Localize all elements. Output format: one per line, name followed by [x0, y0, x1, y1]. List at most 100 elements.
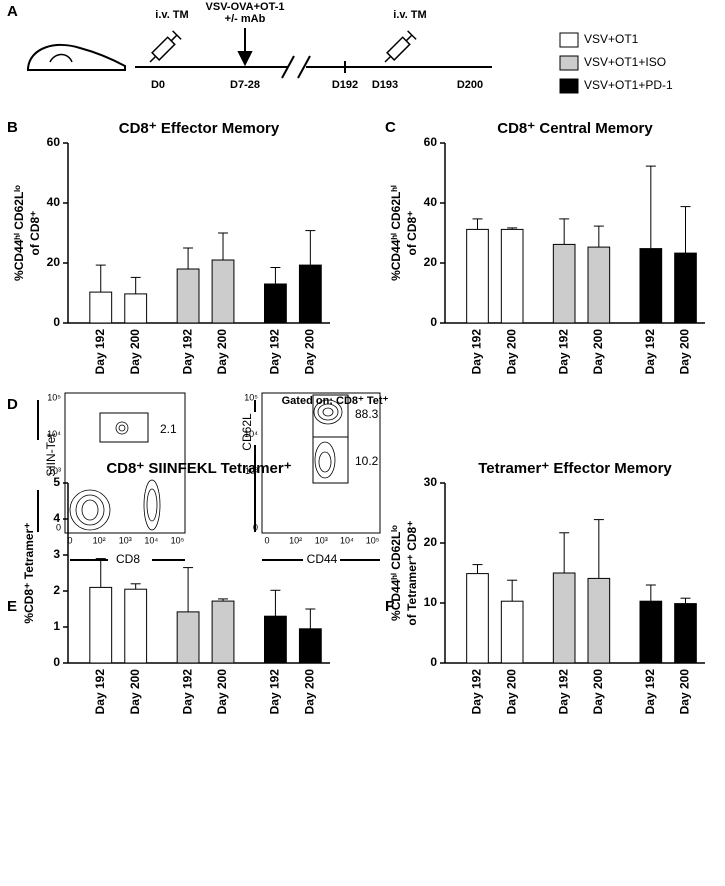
bar — [89, 291, 113, 324]
flow-tick-label: 10³ — [119, 535, 132, 545]
gate-value: 88.3 — [355, 407, 379, 421]
y-tick-label: 0 — [430, 315, 437, 329]
bar — [264, 615, 287, 664]
flow-axis-label: CD44 — [307, 552, 338, 566]
bar — [89, 586, 113, 664]
x-tick-label: Day 200 — [128, 329, 142, 375]
syringe-icon — [384, 30, 417, 63]
y-axis-label: %CD44ʰⁱ CD62Lˡᵒ — [12, 185, 26, 281]
bar-chart: Tetramer⁺ Effector Memory %CD44ʰⁱ CD62Lˡᵒ… — [389, 460, 705, 714]
flow-tick-label: 10⁴ — [340, 535, 354, 545]
panel-label: C — [385, 119, 396, 136]
flow-plots — [37, 392, 381, 561]
x-tick-label: Day 192 — [268, 329, 282, 375]
bar-chart: CD8⁺ SIINFEKL Tetramer⁺ %CD8⁺ Tetramer⁺ 0 1… — [22, 460, 330, 714]
timeline-day: D0 — [151, 79, 165, 91]
bar — [674, 603, 697, 664]
y-axis-label: %CD8⁺ Tetramer⁺ — [22, 522, 36, 623]
x-tick-label: Day 200 — [215, 669, 229, 715]
flow-axis-label: SIIN-Tet — [44, 433, 58, 477]
bar — [552, 243, 576, 324]
bar — [124, 588, 148, 664]
x-tick-label: Day 200 — [504, 669, 518, 715]
y-axis-label: of CD8⁺ — [405, 211, 419, 256]
x-tick-label: Day 192 — [268, 669, 282, 715]
bar — [124, 293, 148, 324]
x-tick-label: Day 200 — [678, 669, 692, 715]
y-tick-label: 3 — [53, 547, 60, 561]
y-axis-label: of CD8⁺ — [28, 211, 42, 256]
x-tick-label: Day 200 — [303, 669, 317, 715]
chart-title: CD8⁺ SIINFEKL Tetramer⁺ — [106, 460, 291, 477]
flow-tick-label: 10⁵ — [244, 392, 258, 402]
bar — [466, 573, 489, 664]
panel-label: A — [7, 3, 18, 20]
y-tick-label: 0 — [53, 655, 60, 669]
flow-axis-label: CD62L — [240, 413, 254, 451]
x-tick-label: Day 200 — [591, 329, 605, 375]
flow-tick-label: 0 — [264, 535, 269, 545]
timeline-label: VSV-OVA+OT-1 — [206, 1, 285, 13]
bar — [298, 628, 322, 664]
y-axis-label: %CD44ʰⁱ CD62Lʰⁱ — [389, 185, 403, 281]
timeline — [27, 28, 492, 79]
chart-title: CD8⁺ Effector Memory — [119, 120, 280, 137]
bar — [466, 228, 489, 324]
flow-tick-label: 0 — [253, 522, 258, 532]
bar — [639, 600, 663, 664]
y-axis-label: of Tetramer⁺ CD8⁺ — [405, 520, 419, 625]
y-tick-label: 5 — [53, 475, 60, 489]
y-tick-label: 40 — [424, 195, 438, 209]
legend-swatch — [559, 55, 579, 71]
flow-axes — [37, 400, 380, 561]
flow-tick-label: 10⁴ — [47, 429, 61, 439]
flow-tick-label: 10² — [289, 535, 302, 545]
mouse-icon — [27, 43, 126, 71]
axis-break — [297, 55, 311, 79]
y-axis-label: %CD44ʰⁱ CD62Lˡᵒ — [389, 525, 403, 621]
legend: VSV+OT1 VSV+OT1+ISO VSV+OT1+PD-1 — [559, 32, 673, 94]
bar — [211, 600, 235, 664]
axis-break — [281, 55, 295, 79]
bar — [587, 577, 611, 664]
y-tick-label: 10 — [424, 595, 438, 609]
bar — [298, 264, 322, 324]
x-tick-label: Day 200 — [591, 669, 605, 715]
x-tick-label: Day 192 — [93, 329, 107, 375]
bar — [552, 572, 576, 664]
x-tick-label: Day 192 — [180, 329, 194, 375]
bar — [176, 268, 200, 324]
legend-label: VSV+OT1+PD-1 — [584, 78, 673, 92]
x-tick-label: Day 200 — [215, 329, 229, 375]
timeline-label: i.v. TM — [155, 9, 188, 21]
y-tick-label: 20 — [424, 535, 438, 549]
gate — [99, 412, 149, 443]
x-tick-label: Day 200 — [504, 329, 518, 375]
contours — [69, 399, 343, 531]
flow-tick-label: 0 — [56, 522, 61, 532]
x-tick-label: Day 192 — [643, 669, 657, 715]
flow-frame — [64, 392, 186, 534]
panel-label: E — [7, 598, 17, 615]
y-tick-label: 0 — [53, 315, 60, 329]
x-tick-label: Day 192 — [180, 669, 194, 715]
gate — [312, 436, 349, 484]
x-tick-label: Day 192 — [470, 669, 484, 715]
x-tick-label: Day 192 — [556, 329, 570, 375]
x-tick-label: Day 192 — [93, 669, 107, 715]
bar — [500, 228, 524, 324]
flow-tick-label: 10³ — [315, 535, 328, 545]
flow-tick-label: 10⁴ — [144, 535, 158, 545]
x-tick-label: Day 200 — [128, 669, 142, 715]
bar — [639, 248, 663, 324]
syringe-icon — [149, 30, 182, 63]
y-tick-label: 40 — [47, 195, 61, 209]
x-tick-label: Day 192 — [556, 669, 570, 715]
gate-value: 10.2 — [355, 454, 379, 468]
panel-label: B — [7, 119, 18, 136]
chart-title: Tetramer⁺ Effector Memory — [478, 460, 672, 477]
flow-tick-label: 10⁵ — [366, 535, 380, 545]
y-tick-label: 0 — [430, 655, 437, 669]
